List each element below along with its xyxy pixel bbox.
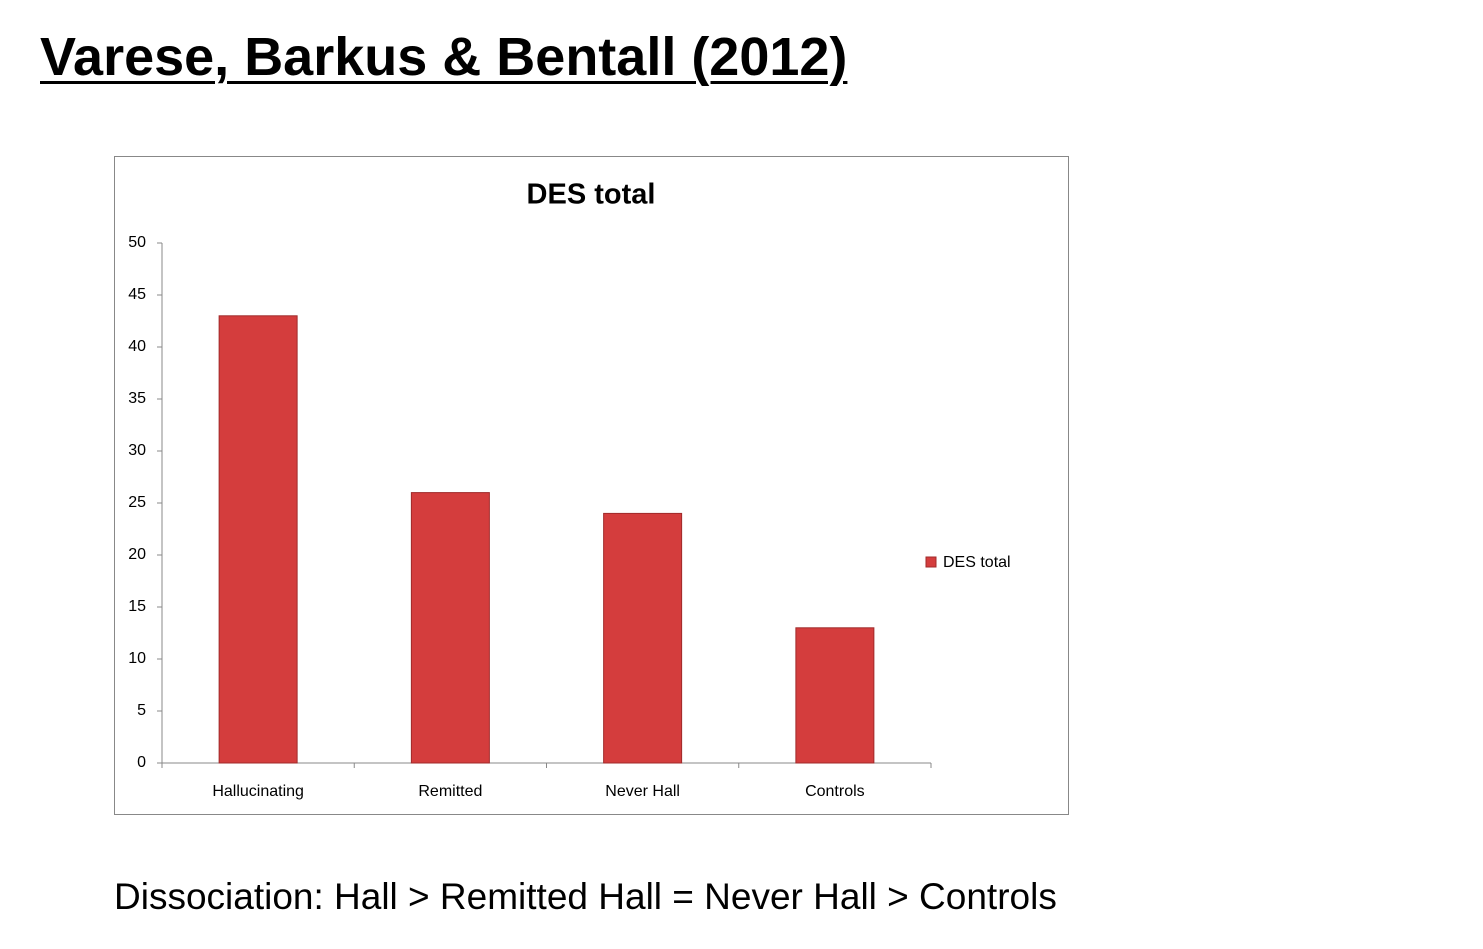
x-tick-label: Controls bbox=[805, 783, 865, 800]
caption: Dissociation: Hall > Remitted Hall = Nev… bbox=[114, 876, 1057, 917]
chart-title: DES total bbox=[527, 179, 656, 211]
bar bbox=[410, 492, 490, 764]
x-tick-label: Hallucinating bbox=[212, 783, 304, 800]
slide-title: Varese, Barkus & Bentall (2012) bbox=[40, 27, 848, 87]
y-tick-label: 45 bbox=[128, 286, 146, 303]
y-tick-label: 0 bbox=[137, 754, 146, 771]
y-tick-label: 10 bbox=[128, 650, 146, 667]
legend-label: DES total bbox=[943, 554, 1011, 571]
y-tick-label: 25 bbox=[128, 494, 146, 511]
y-tick-label: 20 bbox=[128, 546, 146, 563]
y-tick-label: 40 bbox=[128, 338, 146, 355]
y-tick-label: 5 bbox=[137, 702, 146, 719]
y-tick-label: 15 bbox=[128, 598, 146, 615]
x-tick-label: Never Hall bbox=[605, 783, 680, 800]
bar bbox=[218, 315, 298, 764]
x-tick-label: Remitted bbox=[418, 783, 482, 800]
y-tick-label: 50 bbox=[128, 234, 146, 251]
y-tick-label: 35 bbox=[128, 390, 146, 407]
y-tick-label: 30 bbox=[128, 442, 146, 459]
legend-swatch bbox=[925, 556, 937, 568]
bar bbox=[795, 627, 875, 764]
chart: DES total 0 5 10 15 20 25 30 35 40 45 50 Hallucinat… bbox=[114, 156, 1069, 815]
bar bbox=[603, 512, 683, 764]
